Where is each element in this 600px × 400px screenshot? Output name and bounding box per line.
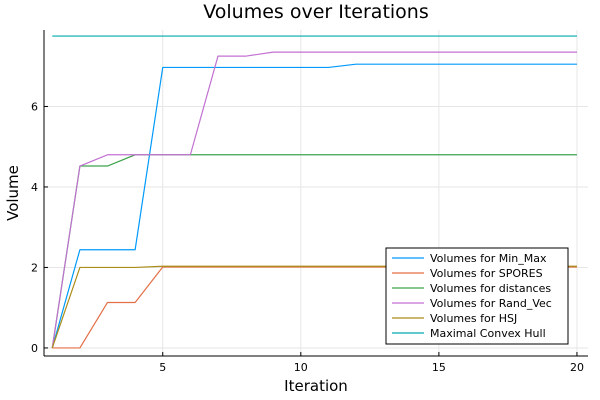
y-tick-label: 0 [31,342,38,355]
y-axis-label: Volume [4,165,22,221]
chart-title: Volumes over Iterations [203,1,429,23]
legend-label: Maximal Convex Hull [430,327,546,340]
x-tick-label: 5 [159,361,166,374]
legend-box [385,247,569,345]
axes: 5 10 15 20 0 2 4 6 [31,30,588,374]
legend-label: Volumes for Min_Max [430,252,547,265]
legend: Volumes for Min_Max Volumes for SPORES Vol… [385,247,569,345]
legend-label: Volumes for HSJ [430,312,517,325]
y-tick-label: 6 [31,100,38,113]
x-tick-label: 20 [570,361,584,374]
x-axis-label: Iteration [284,377,348,395]
legend-label: Volumes for Rand_Vec [430,297,552,310]
x-tick-label: 10 [294,361,308,374]
legend-label: Volumes for distances [430,282,551,295]
x-tick-label: 15 [432,361,446,374]
y-tick-label: 2 [31,261,38,274]
series-line [51,51,577,349]
y-tick-label: 4 [31,181,38,194]
series-line [51,63,577,349]
legend-label: Volumes for SPORES [430,267,543,280]
